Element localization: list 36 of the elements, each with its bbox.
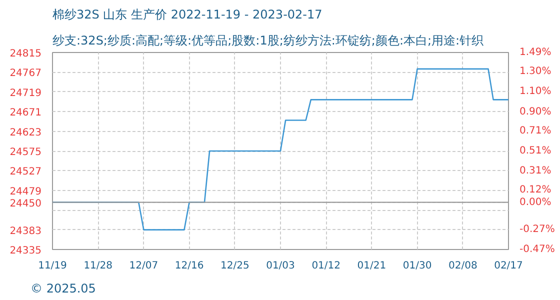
- x-tick-label: 02/17: [494, 260, 523, 272]
- y2-tick-label: 0.51%: [520, 146, 552, 156]
- x-tick-label: 01/30: [402, 260, 432, 272]
- x-tick-label: 11/28: [84, 260, 113, 272]
- x-tick-label: 02/08: [448, 260, 478, 272]
- x-tick-label: 12/25: [220, 260, 250, 272]
- x-tick-label: 01/03: [266, 260, 295, 272]
- y2-tick-label: 0.12%: [520, 184, 552, 196]
- y-tick-label: 24815: [10, 48, 42, 60]
- y-tick-label: 24623: [10, 127, 42, 138]
- x-tick-label: 01/21: [357, 260, 386, 272]
- y-tick-label: 24671: [10, 108, 42, 119]
- y-tick-label: 24719: [10, 88, 42, 99]
- chart-title: 棉纱32S 山东 生产价 2022-11-19 - 2023-02-17: [52, 8, 322, 22]
- y-tick-label: 24383: [10, 226, 42, 237]
- y2-tick-label: 0.31%: [520, 166, 552, 177]
- y-tick-label: 24527: [10, 166, 42, 178]
- x-tick-label: 12/07: [129, 260, 158, 272]
- y-tick-label: 24479: [10, 186, 42, 198]
- y2-tick-label: 1.49%: [520, 47, 552, 58]
- y-tick-label: 24575: [10, 147, 42, 158]
- y-tick-label: 24767: [10, 68, 42, 80]
- text: © 2025.05: [30, 282, 96, 296]
- x-tick-label: 11/19: [38, 260, 67, 272]
- y2-tick-label: 0.00%: [520, 196, 552, 208]
- y2-tick-label: 1.10%: [520, 86, 552, 98]
- y2-tick-label: 0.90%: [520, 106, 552, 118]
- chart-subtitle: 纱支:32S;纱质:高配;等级:优等品;股数:1股;纺纱方法:环锭纺;颜色:本白;用途:针织: [52, 34, 484, 48]
- x-tick-label: 01/12: [312, 260, 341, 272]
- y2-tick-label: -0.47%: [520, 244, 555, 255]
- x-tick-label: 12/16: [174, 260, 204, 272]
- y2-tick-label: 0.71%: [520, 125, 552, 136]
- y2-tick-label: -0.27%: [520, 224, 555, 235]
- y2-tick-label: 1.30%: [520, 66, 552, 78]
- y-tick-label: 24335: [10, 246, 42, 256]
- y-tick-label: 24450: [10, 198, 42, 210]
